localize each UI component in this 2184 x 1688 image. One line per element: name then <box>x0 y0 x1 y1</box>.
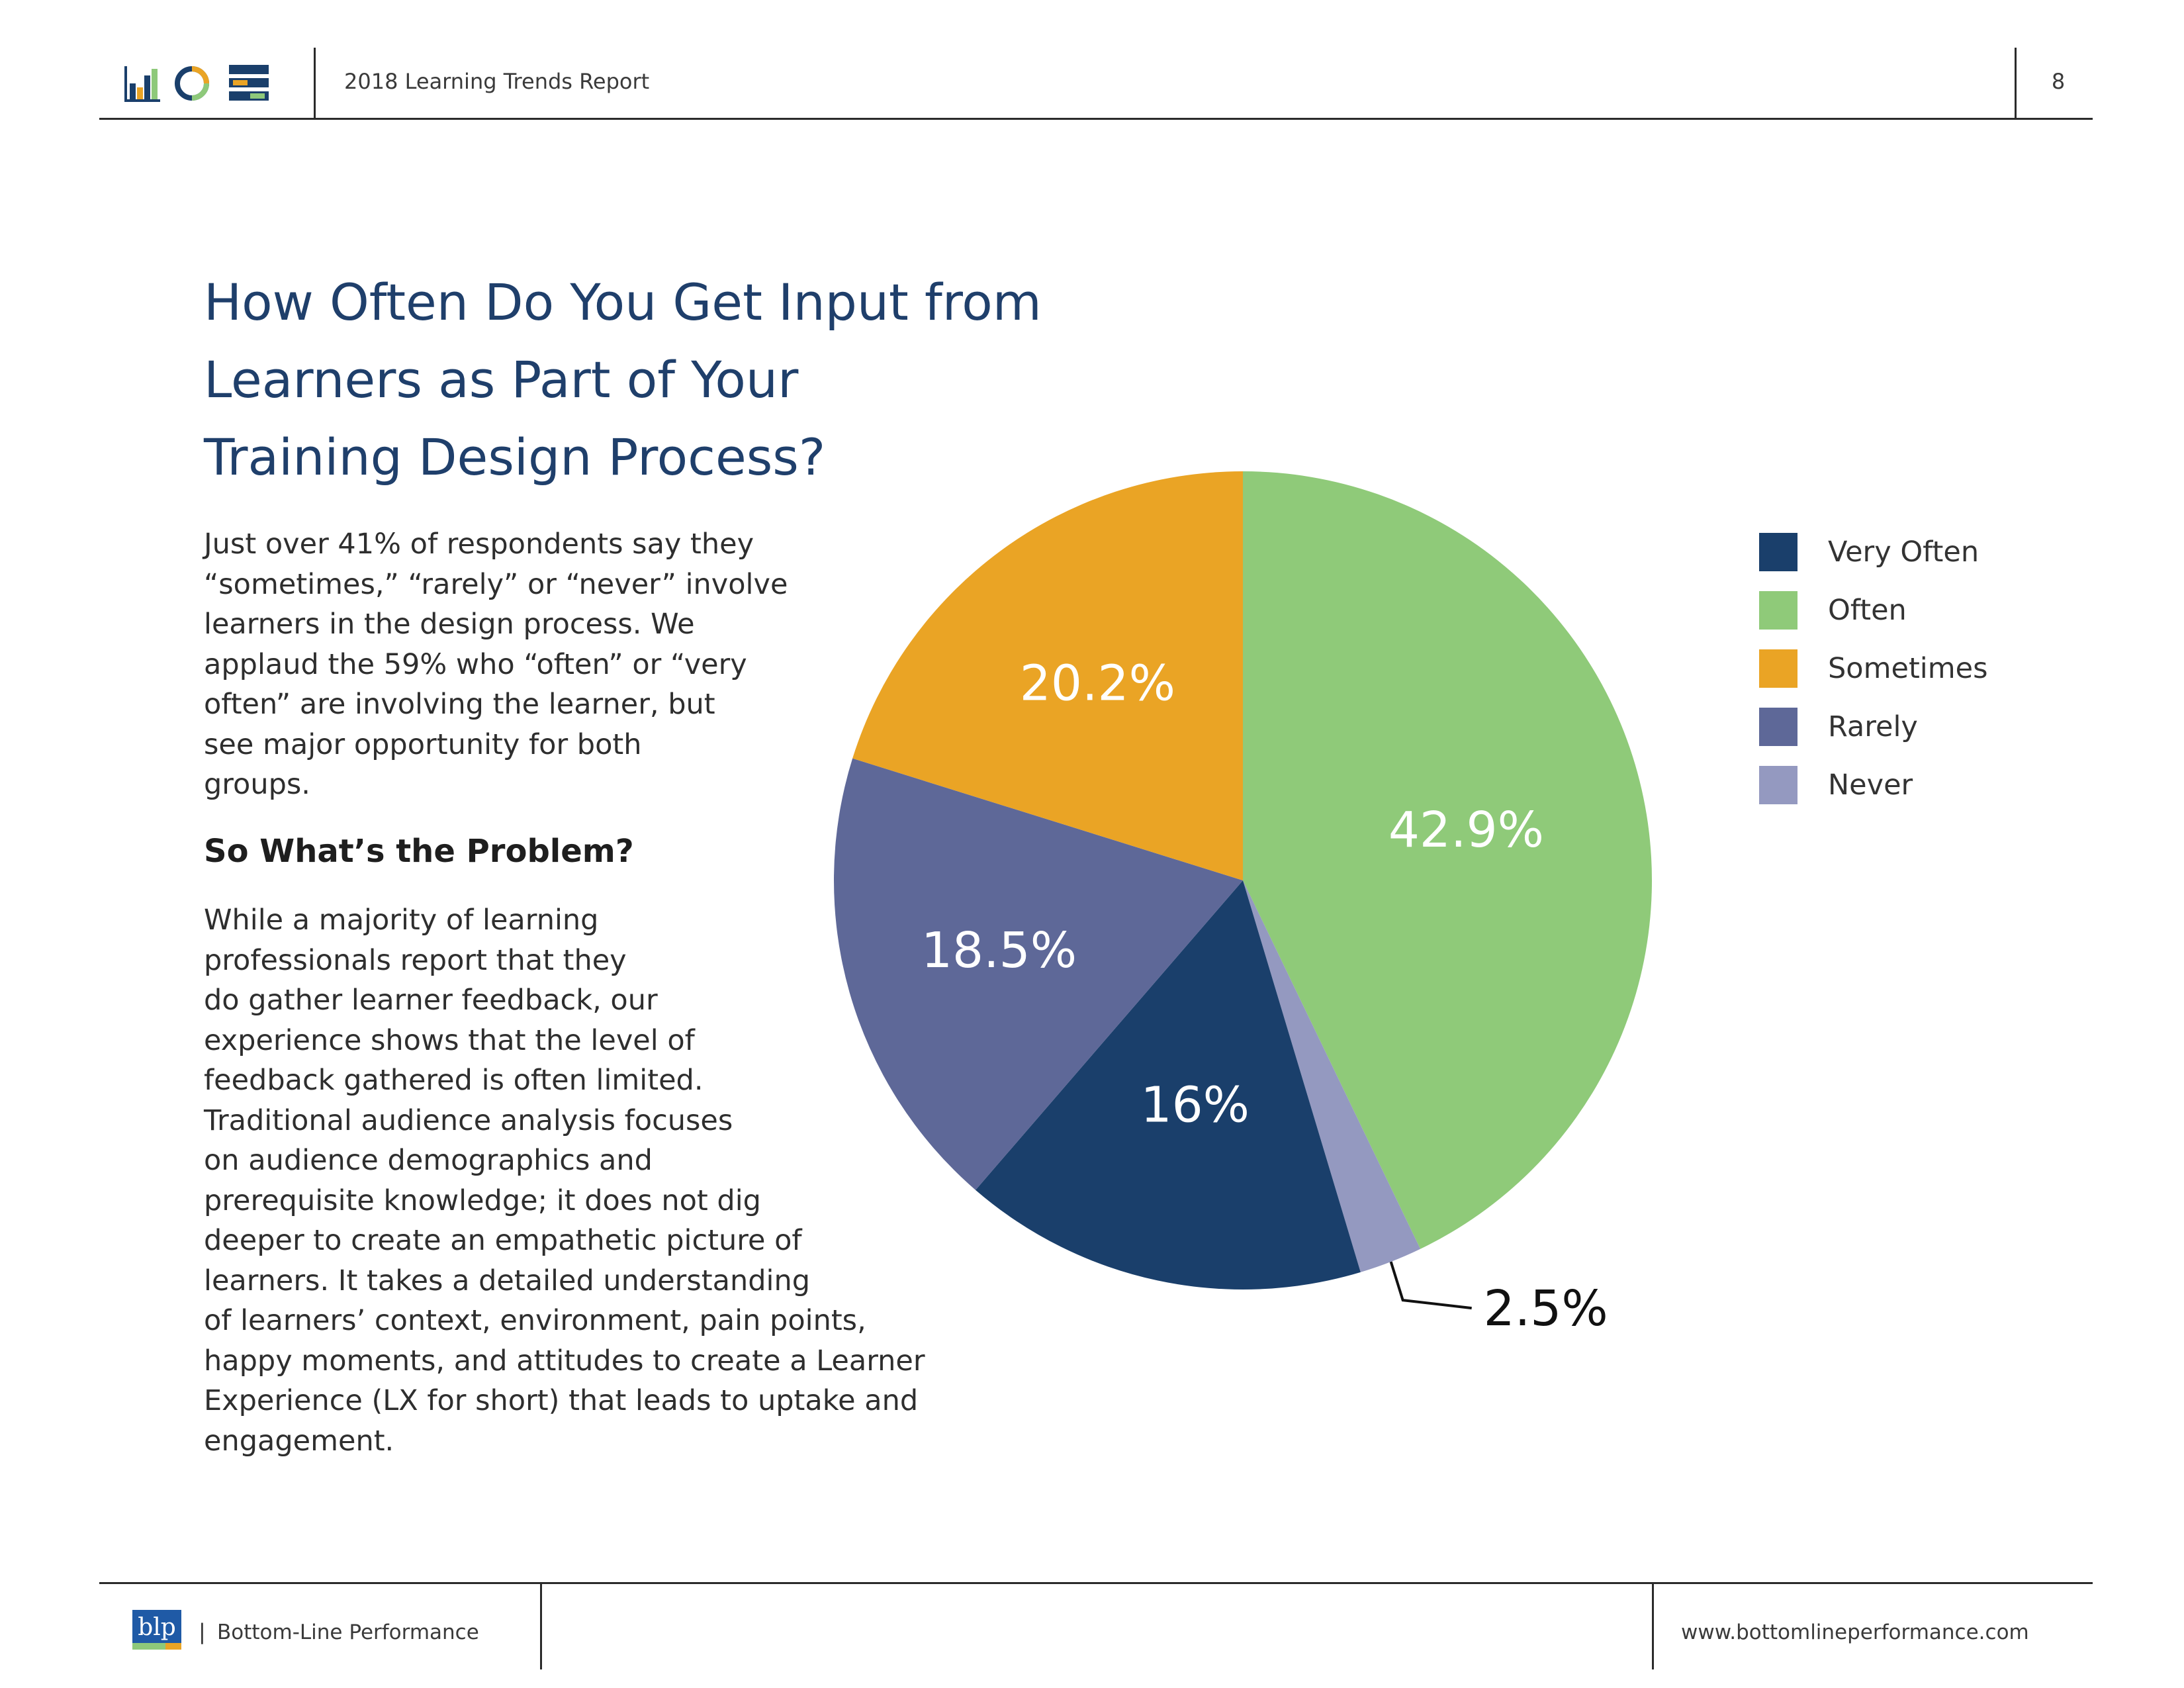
pie-chart: 42.9% 2.5% 16% 18.5% 20.2% <box>834 471 1652 1337</box>
legend-label: Very Often <box>1828 536 1979 569</box>
title-line: How Often Do You Get Input from <box>204 273 1042 332</box>
legend-swatch <box>1759 649 1797 688</box>
chart-legend: Very Often Often Sometimes Rarely Never <box>1759 523 1988 814</box>
text-line: feedback gathered is often limited. <box>204 1064 704 1097</box>
legend-swatch <box>1759 766 1797 804</box>
text-line: groups. <box>204 768 310 801</box>
text-line: of learners’ context, environment, pain … <box>204 1304 866 1337</box>
list-icon <box>229 65 269 101</box>
report-icons <box>124 65 269 102</box>
text-line: Just over 41% of respondents say they <box>204 528 754 561</box>
legend-swatch <box>1759 591 1797 630</box>
text-line: While a majority of learning <box>204 904 599 937</box>
section-subheading: So What’s the Problem? <box>204 833 634 870</box>
text-line: often” are involving the learner, but <box>204 688 715 721</box>
legend-label: Rarely <box>1828 710 1918 743</box>
title-line: Learners as Part of Your <box>204 350 799 409</box>
text-line: “sometimes,” “rarely” or “never” involve <box>204 567 788 601</box>
header-divider-left <box>314 48 316 119</box>
header-rule <box>99 118 2093 120</box>
text-line: learners in the design process. We <box>204 608 695 641</box>
legend-label: Never <box>1828 769 1913 802</box>
data-label-sometimes: 20.2% <box>1020 655 1175 712</box>
legend-item-very-often: Very Often <box>1759 523 1988 581</box>
text-line: deeper to create an empathetic picture o… <box>204 1224 802 1257</box>
title-line: Training Design Process? <box>204 428 826 487</box>
pie-slice-never <box>1243 880 1421 1272</box>
company-name: Bottom-Line Performance <box>217 1620 479 1644</box>
donut-chart-icon <box>175 66 209 101</box>
text-line: Traditional audience analysis focuses <box>204 1103 733 1137</box>
page-title: How Often Do You Get Input from Learners… <box>204 263 1064 496</box>
footer-rule <box>99 1582 2093 1584</box>
company-logo: blp <box>132 1610 181 1650</box>
text-line: see major opportunity for both <box>204 727 642 761</box>
legend-label: Sometimes <box>1828 652 1988 685</box>
footer-separator: | <box>199 1619 206 1644</box>
pie-slice-often <box>1243 471 1652 1249</box>
text-line: experience shows that the level of <box>204 1023 695 1057</box>
pie-slice-sometimes <box>852 471 1243 880</box>
report-title: 2018 Learning Trends Report <box>344 69 650 94</box>
text-line: Experience (LX for short) that leads to … <box>204 1384 919 1417</box>
data-label-often: 42.9% <box>1388 802 1544 859</box>
text-line: professionals report that they <box>204 943 627 977</box>
legend-label: Often <box>1828 594 1907 627</box>
data-label-never: 2.5% <box>1484 1280 1608 1337</box>
text-line: on audience demographics and <box>204 1144 653 1177</box>
legend-swatch <box>1759 533 1797 571</box>
text-line: learners. It takes a detailed understand… <box>204 1264 810 1297</box>
text-line: engagement. <box>204 1424 394 1458</box>
data-label-very-often: 16% <box>1141 1076 1250 1133</box>
logo-text: blp <box>138 1614 176 1641</box>
legend-item-often: Often <box>1759 581 1988 639</box>
text-line: happy moments, and attitudes to create a… <box>204 1344 925 1378</box>
leader-line-never <box>1389 1261 1472 1310</box>
header-divider-right <box>2015 48 2017 119</box>
text-line: prerequisite knowledge; it does not dig <box>204 1184 761 1217</box>
data-label-rarely: 18.5% <box>921 922 1077 979</box>
legend-item-sometimes: Sometimes <box>1759 639 1988 698</box>
legend-swatch <box>1759 708 1797 746</box>
intro-paragraph: Just over 41% of respondents say they “s… <box>204 524 799 805</box>
text-line: applaud the 59% who “often” or “very <box>204 647 747 681</box>
legend-item-never: Never <box>1759 756 1988 814</box>
bar-chart-icon <box>124 66 160 102</box>
footer-divider-right <box>1652 1582 1654 1669</box>
footer-divider-left <box>540 1582 542 1669</box>
pie-slice-very-often <box>976 880 1361 1289</box>
page-number: 8 <box>2051 69 2066 94</box>
problem-paragraph: While a majority of learning professiona… <box>204 900 932 1461</box>
legend-item-rarely: Rarely <box>1759 698 1988 756</box>
text-line: do gather learner feedback, our <box>204 984 658 1017</box>
website-link[interactable]: www.bottomlineperformance.com <box>1681 1620 2029 1644</box>
pie-slice-rarely <box>834 758 1243 1190</box>
